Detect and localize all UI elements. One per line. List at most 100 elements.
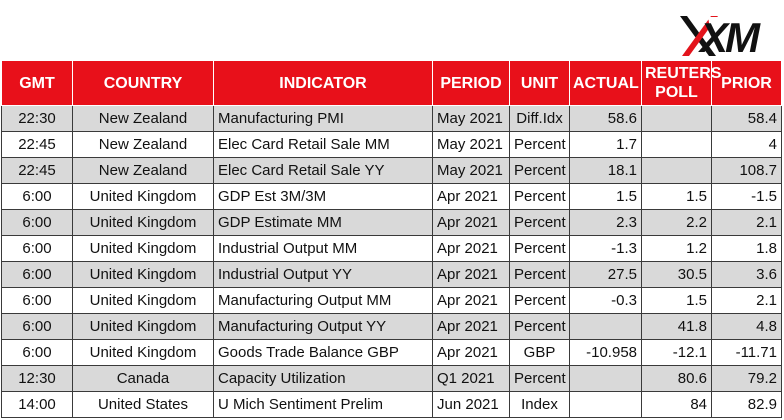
table-body: 22:30 New Zealand Manufacturing PMI May … (1, 105, 782, 418)
country-cell: United Kingdom (72, 235, 214, 262)
unit-cell: Percent (509, 313, 570, 340)
table-row: 6:00 United Kingdom Manufacturing Output… (1, 313, 782, 340)
economic-calendar-table: GMT COUNTRY INDICATOR PERIOD UNIT ACTUAL… (1, 60, 782, 418)
poll-cell: 30.5 (641, 261, 712, 288)
indicator-cell: Goods Trade Balance GBP (213, 339, 433, 366)
indicator-cell: Capacity Utilization (213, 365, 433, 392)
period-cell: Q1 2021 (432, 365, 510, 392)
poll-cell: 84 (641, 391, 712, 418)
country-cell: United States (72, 391, 214, 418)
poll-cell: 1.2 (641, 235, 712, 262)
indicator-cell: Industrial Output YY (213, 261, 433, 288)
gmt-cell: 6:00 (1, 261, 73, 288)
actual-cell: 58.6 (569, 105, 642, 132)
actual-cell: 1.5 (569, 183, 642, 210)
gmt-cell: 6:00 (1, 313, 73, 340)
country-cell: United Kingdom (72, 261, 214, 288)
column-header-gmt: GMT (1, 60, 73, 106)
poll-cell: 1.5 (641, 287, 712, 314)
indicator-cell: Elec Card Retail Sale YY (213, 157, 433, 184)
actual-cell: 2.3 (569, 209, 642, 236)
table-row: 6:00 United Kingdom Manufacturing Output… (1, 287, 782, 314)
prior-cell: 3.6 (711, 261, 782, 288)
gmt-cell: 6:00 (1, 183, 73, 210)
poll-cell: -12.1 (641, 339, 712, 366)
period-cell: Apr 2021 (432, 313, 510, 340)
column-header-prior: PRIOR (711, 60, 782, 106)
table-row: 14:00 United States U Mich Sentiment Pre… (1, 391, 782, 418)
prior-cell: 108.7 (711, 157, 782, 184)
period-cell: Apr 2021 (432, 183, 510, 210)
gmt-cell: 6:00 (1, 209, 73, 236)
gmt-cell: 22:30 (1, 105, 73, 132)
country-cell: United Kingdom (72, 339, 214, 366)
poll-cell (641, 105, 712, 132)
poll-cell: 41.8 (641, 313, 712, 340)
actual-cell: -0.3 (569, 287, 642, 314)
xm-logo-icon: XM (680, 14, 764, 58)
unit-cell: Percent (509, 209, 570, 236)
column-header-reuters-poll: REUTERS POLL (641, 60, 721, 106)
prior-cell: -11.71 (711, 339, 782, 366)
unit-cell: Diff.Idx (509, 105, 570, 132)
column-header-unit: UNIT (509, 60, 570, 106)
country-cell: Canada (72, 365, 214, 392)
table-row: 12:30 Canada Capacity Utilization Q1 202… (1, 365, 782, 392)
prior-cell: 4.8 (711, 313, 782, 340)
prior-cell: 79.2 (711, 365, 782, 392)
gmt-cell: 22:45 (1, 131, 73, 158)
period-cell: Apr 2021 (432, 235, 510, 262)
actual-cell: 18.1 (569, 157, 642, 184)
unit-cell: GBP (509, 339, 570, 366)
actual-cell: 27.5 (569, 261, 642, 288)
country-cell: New Zealand (72, 105, 214, 132)
unit-cell: Percent (509, 261, 570, 288)
prior-cell: 2.1 (711, 209, 782, 236)
prior-cell: 58.4 (711, 105, 782, 132)
prior-cell: 82.9 (711, 391, 782, 418)
country-cell: New Zealand (72, 131, 214, 158)
period-cell: May 2021 (432, 157, 510, 184)
actual-cell (569, 365, 642, 392)
poll-cell (641, 131, 712, 158)
unit-cell: Index (509, 391, 570, 418)
country-cell: United Kingdom (72, 209, 214, 236)
prior-cell: 1.8 (711, 235, 782, 262)
indicator-cell: U Mich Sentiment Prelim (213, 391, 433, 418)
unit-cell: Percent (509, 157, 570, 184)
indicator-cell: Manufacturing PMI (213, 105, 433, 132)
table-row: 22:45 New Zealand Elec Card Retail Sale … (1, 157, 782, 184)
logo-text: XM (698, 14, 761, 58)
header-row: GMT COUNTRY INDICATOR PERIOD UNIT ACTUAL… (1, 60, 782, 106)
unit-cell: Percent (509, 183, 570, 210)
gmt-cell: 6:00 (1, 287, 73, 314)
unit-cell: Percent (509, 235, 570, 262)
period-cell: Apr 2021 (432, 209, 510, 236)
unit-cell: Percent (509, 131, 570, 158)
country-cell: United Kingdom (72, 287, 214, 314)
gmt-cell: 14:00 (1, 391, 73, 418)
poll-cell: 1.5 (641, 183, 712, 210)
gmt-cell: 6:00 (1, 235, 73, 262)
period-cell: Apr 2021 (432, 287, 510, 314)
actual-cell (569, 313, 642, 340)
period-cell: Apr 2021 (432, 339, 510, 366)
indicator-cell: Industrial Output MM (213, 235, 433, 262)
period-cell: May 2021 (432, 131, 510, 158)
table-row: 6:00 United Kingdom GDP Estimate MM Apr … (1, 209, 782, 236)
unit-cell: Percent (509, 365, 570, 392)
prior-cell: -1.5 (711, 183, 782, 210)
actual-cell: -1.3 (569, 235, 642, 262)
table-row: 6:00 United Kingdom Goods Trade Balance … (1, 339, 782, 366)
poll-cell (641, 157, 712, 184)
period-cell: Jun 2021 (432, 391, 510, 418)
actual-cell: 1.7 (569, 131, 642, 158)
column-header-country: COUNTRY (72, 60, 214, 106)
country-cell: New Zealand (72, 157, 214, 184)
indicator-cell: Elec Card Retail Sale MM (213, 131, 433, 158)
unit-cell: Percent (509, 287, 570, 314)
gmt-cell: 22:45 (1, 157, 73, 184)
indicator-cell: GDP Estimate MM (213, 209, 433, 236)
period-cell: May 2021 (432, 105, 510, 132)
period-cell: Apr 2021 (432, 261, 510, 288)
